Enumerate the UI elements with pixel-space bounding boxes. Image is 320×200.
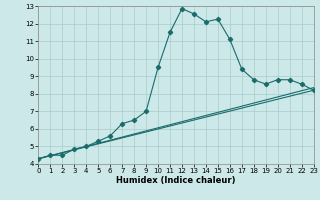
X-axis label: Humidex (Indice chaleur): Humidex (Indice chaleur) xyxy=(116,176,236,185)
